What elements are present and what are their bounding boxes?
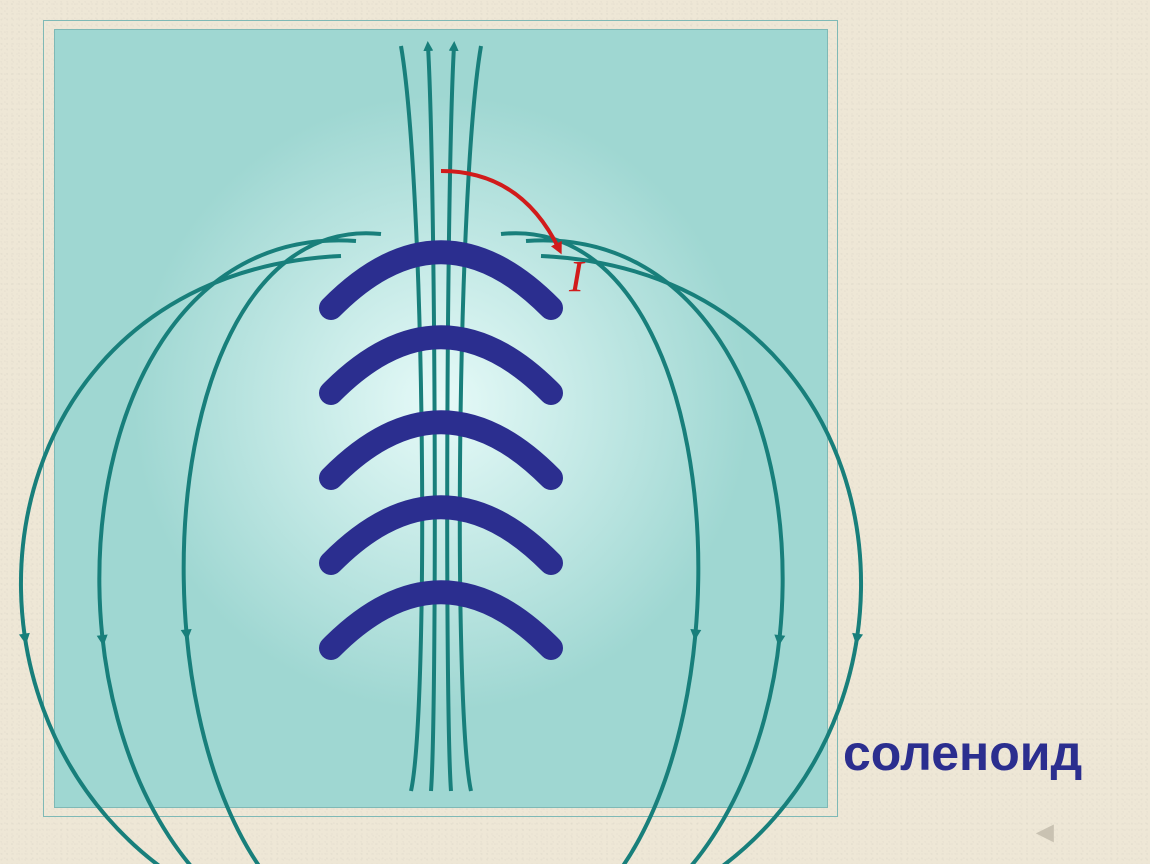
diagram-caption: соленоид [843,724,1082,782]
page: I соленоид ◄ [0,0,1150,864]
coil-turn [331,507,551,563]
coil-turn [331,592,551,648]
solenoid-diagram: I [55,30,827,807]
field-line-loop [521,256,861,864]
coil-turn [331,337,551,393]
diagram-panel: I [54,29,828,808]
field-line-loop [21,256,361,864]
current-label: I [568,252,586,301]
coil-turn [331,252,551,308]
back-arrow-icon[interactable]: ◄ [1030,816,1060,850]
coil-turn [331,422,551,478]
